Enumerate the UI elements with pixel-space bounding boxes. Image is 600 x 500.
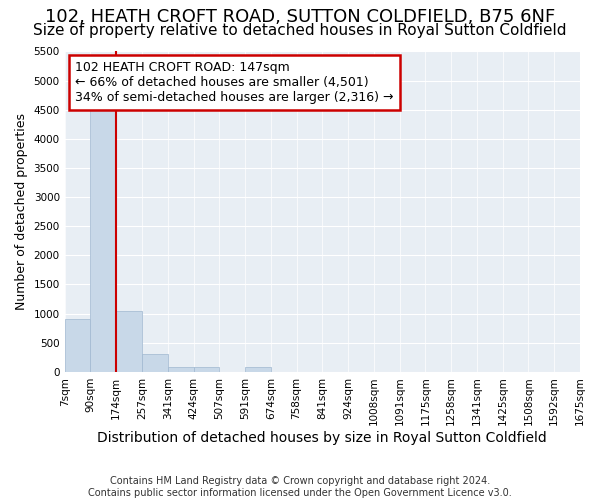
Text: Contains HM Land Registry data © Crown copyright and database right 2024.
Contai: Contains HM Land Registry data © Crown c… xyxy=(88,476,512,498)
Bar xyxy=(91,107,116,372)
Text: 102, HEATH CROFT ROAD, SUTTON COLDFIELD, B75 6NF: 102, HEATH CROFT ROAD, SUTTON COLDFIELD,… xyxy=(45,8,555,26)
Y-axis label: Number of detached properties: Number of detached properties xyxy=(15,113,28,310)
Bar xyxy=(65,320,91,372)
X-axis label: Distribution of detached houses by size in Royal Sutton Coldfield: Distribution of detached houses by size … xyxy=(97,431,547,445)
Bar xyxy=(193,368,219,372)
Bar xyxy=(116,310,142,372)
Text: Size of property relative to detached houses in Royal Sutton Coldfield: Size of property relative to detached ho… xyxy=(33,22,567,38)
Bar xyxy=(168,368,193,372)
Text: 102 HEATH CROFT ROAD: 147sqm
← 66% of detached houses are smaller (4,501)
34% of: 102 HEATH CROFT ROAD: 147sqm ← 66% of de… xyxy=(75,61,394,104)
Bar xyxy=(142,354,168,372)
Bar xyxy=(245,368,271,372)
